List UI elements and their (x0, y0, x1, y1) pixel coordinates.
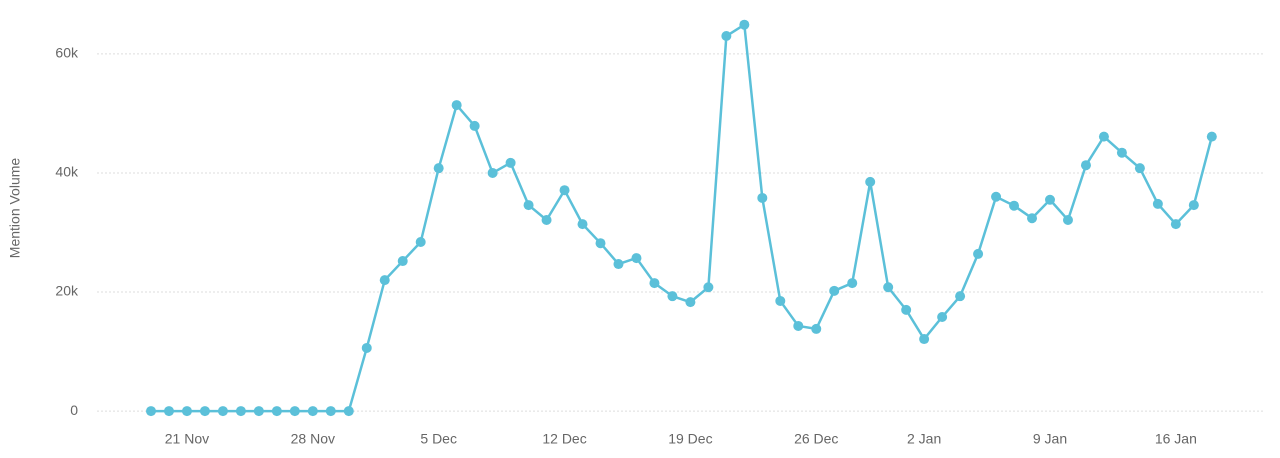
point (685, 297, 696, 308)
point (146, 406, 156, 417)
point (865, 176, 876, 187)
point (163, 406, 174, 417)
point (253, 406, 264, 417)
y-tick-label: 20k (55, 283, 79, 299)
point (1027, 213, 1038, 224)
point (1206, 131, 1217, 142)
point (289, 406, 300, 417)
point (379, 275, 390, 286)
line (151, 23, 1214, 413)
point (1170, 219, 1181, 230)
point (469, 120, 480, 131)
point (811, 323, 822, 334)
point (829, 285, 840, 296)
point (1188, 200, 1199, 211)
point (1062, 214, 1073, 225)
x-tick-label: 26 Dec (794, 431, 838, 447)
point (739, 19, 750, 30)
point (595, 238, 606, 249)
point (235, 406, 246, 417)
y-tick-label: 0 (70, 402, 78, 418)
point (1045, 194, 1055, 205)
point (217, 406, 228, 417)
point (775, 295, 786, 306)
point (307, 406, 318, 417)
point (325, 406, 336, 417)
point (361, 342, 372, 353)
point (919, 334, 930, 345)
x-tick-label: 28 Nov (291, 431, 335, 447)
point (487, 167, 498, 178)
point (1134, 163, 1145, 174)
x-tick-label: 9 Jan (1033, 431, 1067, 447)
x-tick-label: 19 Dec (668, 431, 712, 447)
point (1152, 198, 1163, 209)
point (991, 191, 1002, 202)
point (1009, 200, 1020, 211)
point (523, 200, 534, 211)
point (181, 406, 192, 417)
point (973, 248, 984, 259)
point (955, 291, 966, 302)
x-tick-label: 5 Dec (420, 431, 457, 447)
point (667, 291, 678, 302)
point (415, 237, 426, 248)
y-axis-title: Mention Volume (7, 158, 23, 259)
point (541, 214, 552, 225)
point (757, 192, 768, 203)
point (505, 157, 516, 168)
point (1080, 160, 1091, 171)
point (613, 259, 624, 270)
x-tick-label: 21 Nov (165, 431, 209, 447)
point (1098, 131, 1109, 142)
y-tick-label: 40k (55, 164, 79, 180)
point (883, 282, 894, 293)
x-tick-label: 2 Jan (907, 431, 941, 447)
y-tick-label: 60k (55, 45, 79, 61)
x-tick-label: 12 Dec (542, 431, 586, 447)
point (343, 406, 354, 417)
point (397, 256, 408, 267)
point (433, 163, 444, 174)
point (271, 406, 282, 417)
point (937, 312, 948, 323)
x-tick-label: 16 Jan (1155, 431, 1197, 447)
point (559, 185, 570, 196)
point (793, 320, 804, 331)
point (721, 31, 732, 42)
point (631, 253, 642, 264)
point (577, 219, 588, 230)
point (901, 304, 912, 315)
point (199, 406, 210, 417)
point (649, 278, 660, 289)
point (847, 278, 858, 289)
point (451, 100, 462, 111)
point (703, 282, 714, 293)
point (1116, 147, 1127, 158)
